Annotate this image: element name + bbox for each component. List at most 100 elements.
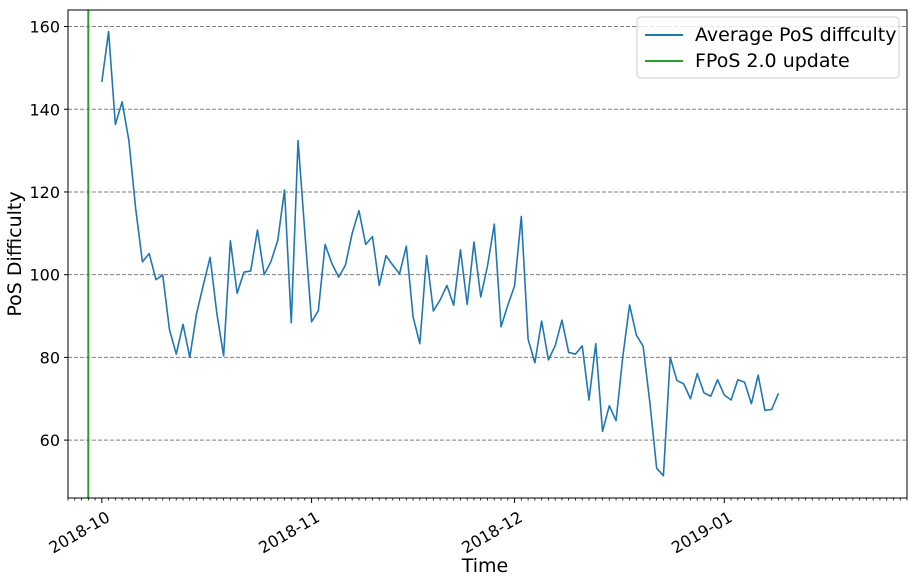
x-axis-title: Time	[461, 555, 509, 577]
data-point	[203, 284, 204, 285]
data-point	[155, 279, 156, 280]
legend-label-fpos-update: FPoS 2.0 update	[695, 50, 850, 72]
data-point	[230, 240, 231, 241]
data-point	[643, 346, 644, 347]
data-point	[703, 392, 704, 393]
data-point	[730, 399, 731, 400]
data-point	[142, 261, 143, 262]
data-point	[149, 253, 150, 254]
data-point	[345, 265, 346, 266]
data-point	[622, 356, 623, 357]
data-point	[521, 216, 522, 217]
data-point	[325, 244, 326, 245]
y-tick-label-140: 140	[29, 100, 60, 119]
data-point	[358, 210, 359, 211]
data-point	[500, 326, 501, 327]
data-point	[595, 343, 596, 344]
legend-box	[636, 16, 900, 79]
data-point	[115, 124, 116, 125]
y-tick-label-120: 120	[29, 183, 60, 202]
data-point	[764, 410, 765, 411]
data-point	[670, 357, 671, 358]
data-point	[331, 263, 332, 264]
data-point	[182, 324, 183, 325]
data-point	[615, 420, 616, 421]
data-point	[609, 405, 610, 406]
y-axis: 60 80 100 120 140 160	[29, 18, 68, 450]
legend-label-average-pos-difficulty: Average PoS diffculty	[695, 24, 896, 46]
data-point	[629, 304, 630, 305]
data-point	[385, 255, 386, 256]
data-point	[548, 359, 549, 360]
data-point	[426, 255, 427, 256]
data-point	[372, 236, 373, 237]
data-point	[514, 285, 515, 286]
data-point	[473, 241, 474, 242]
data-point	[433, 310, 434, 311]
data-point	[169, 329, 170, 330]
data-point	[744, 382, 745, 383]
data-point	[338, 277, 339, 278]
y-tick-label-60: 60	[40, 431, 60, 450]
data-point	[243, 272, 244, 273]
data-point	[561, 320, 562, 321]
data-point	[264, 274, 265, 275]
data-point	[676, 380, 677, 381]
data-point	[176, 353, 177, 354]
data-point	[649, 402, 650, 403]
data-point	[683, 383, 684, 384]
data-point	[636, 334, 637, 335]
data-point	[588, 399, 589, 400]
data-point	[663, 475, 664, 476]
data-point	[270, 261, 271, 262]
data-point	[304, 231, 305, 232]
data-point	[257, 229, 258, 230]
data-point	[135, 208, 136, 209]
data-point	[494, 224, 495, 225]
data-point	[365, 244, 366, 245]
data-point	[771, 409, 772, 410]
data-point	[710, 396, 711, 397]
data-point	[122, 101, 123, 102]
data-point	[277, 240, 278, 241]
data-point	[697, 373, 698, 374]
y-axis-title: PoS Difficulty	[4, 191, 26, 316]
data-point	[162, 274, 163, 275]
data-point	[223, 355, 224, 356]
data-point	[352, 233, 353, 234]
data-point	[446, 285, 447, 286]
data-point	[101, 81, 102, 82]
data-point	[751, 403, 752, 404]
data-point	[311, 321, 312, 322]
plot-area	[87, 10, 780, 498]
data-point	[656, 468, 657, 469]
data-point	[467, 304, 468, 305]
data-point	[724, 394, 725, 395]
legend: Average PoS diffculty FPoS 2.0 update	[636, 16, 900, 79]
data-point	[189, 357, 190, 358]
data-point	[555, 345, 556, 346]
data-point	[717, 379, 718, 380]
data-point	[534, 362, 535, 363]
data-point	[209, 257, 210, 258]
data-point	[291, 322, 292, 323]
data-point	[318, 310, 319, 311]
data-point	[602, 431, 603, 432]
data-point	[575, 353, 576, 354]
data-point	[778, 393, 779, 394]
data-point	[453, 305, 454, 306]
data-point	[216, 313, 217, 314]
data-point	[297, 140, 298, 141]
y-tick-label-160: 160	[29, 18, 60, 37]
data-point	[737, 379, 738, 380]
data-point	[568, 352, 569, 353]
data-point	[250, 270, 251, 271]
data-point	[528, 339, 529, 340]
y-tick-label-100: 100	[29, 266, 60, 285]
data-point	[480, 296, 481, 297]
data-point	[406, 246, 407, 247]
data-point	[690, 398, 691, 399]
data-point	[128, 140, 129, 141]
data-point	[507, 305, 508, 306]
